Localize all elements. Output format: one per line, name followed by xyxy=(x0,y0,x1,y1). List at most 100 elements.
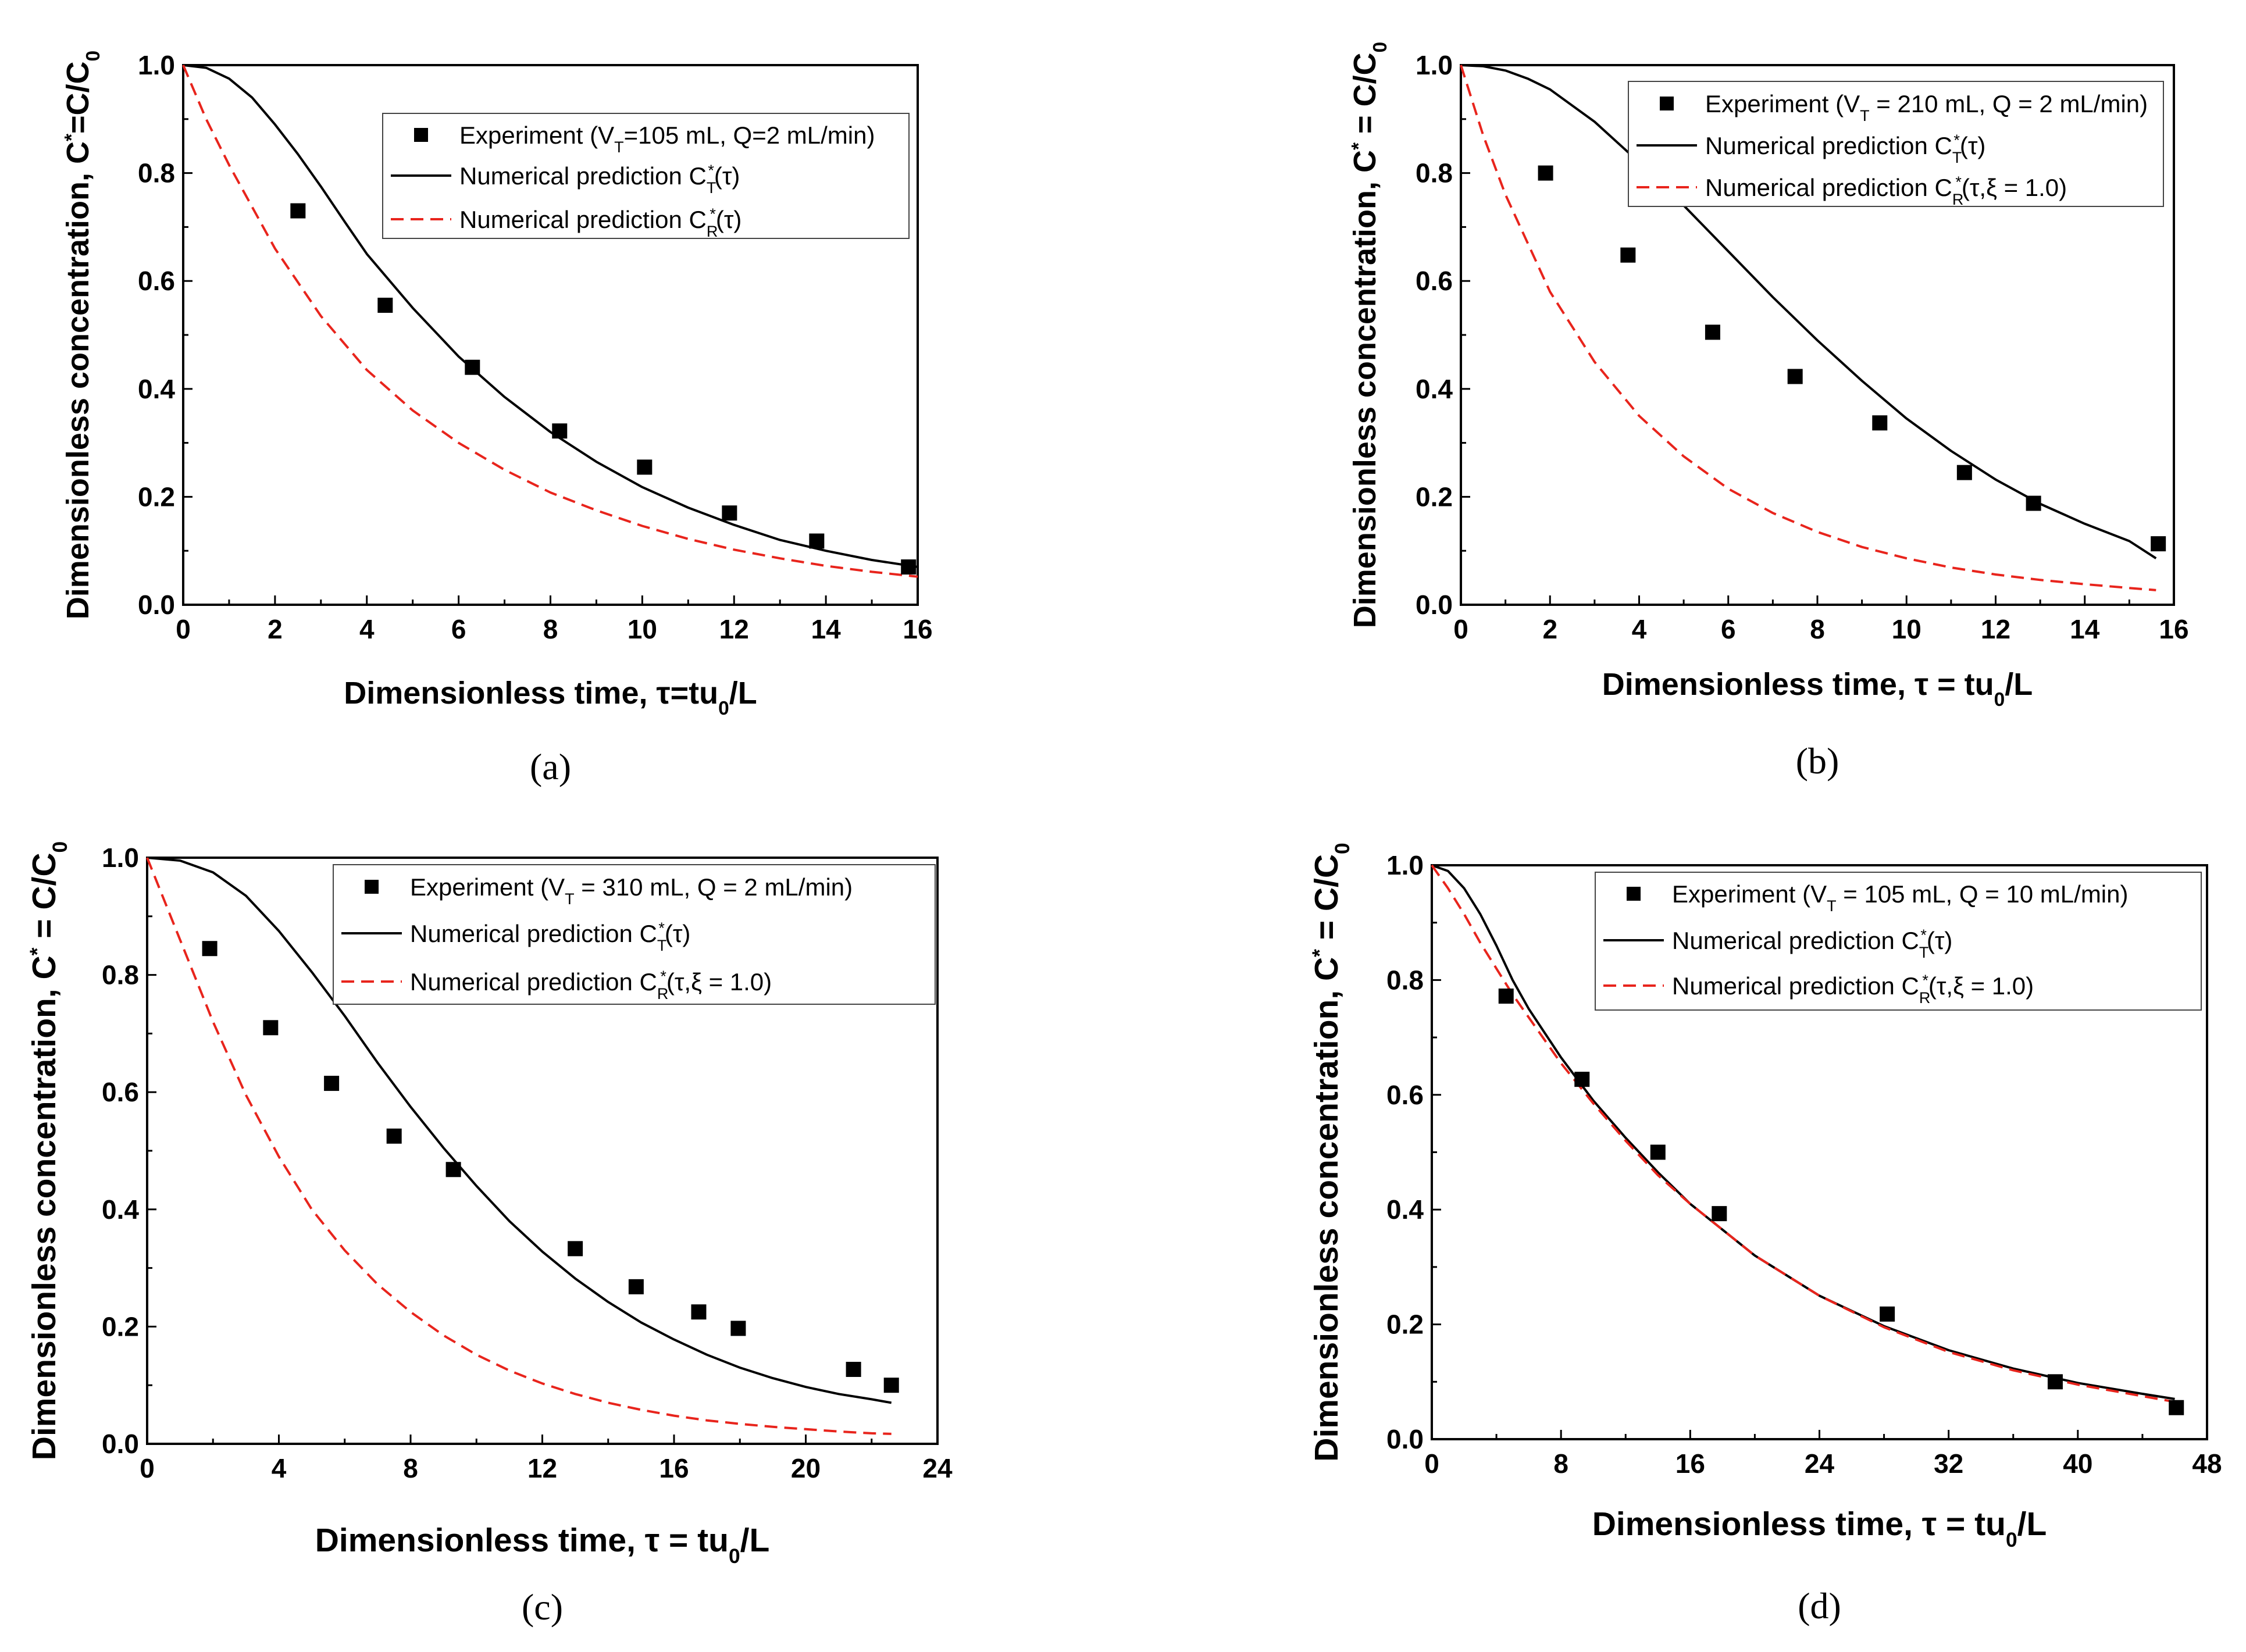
legend-text-main: Experiment (V xyxy=(459,122,614,149)
experiment-point xyxy=(1574,1072,1590,1087)
y-axis-label-sub: 0 xyxy=(1370,42,1391,53)
y-axis-label: Dimensionless concentration, C* = C/C0 xyxy=(1308,843,1354,1461)
y-axis-label-sup: * xyxy=(1348,142,1370,150)
y-tick-label: 0.4 xyxy=(102,1194,139,1225)
y-axis-label-main: Dimensionless concentration, C xyxy=(26,955,63,1460)
x-tick-label: 8 xyxy=(403,1453,418,1483)
experiment-point xyxy=(568,1241,583,1257)
x-tick-label: 6 xyxy=(451,614,466,644)
x-tick-label: 8 xyxy=(1810,614,1825,644)
experiment-point xyxy=(628,1279,644,1294)
legend-text-tail: = 310 mL, Q = 2 mL/min) xyxy=(575,873,853,901)
legend-text-sub: T xyxy=(1860,107,1870,124)
x-tick-label: 12 xyxy=(719,614,749,644)
x-axis-label: Dimensionless time, τ = tu0/L xyxy=(1602,667,2033,711)
y-axis-label-mid: = C/C xyxy=(1347,52,1382,142)
y-tick-label: 1.0 xyxy=(102,843,139,873)
y-axis-label-mid: =C/C xyxy=(60,61,95,134)
legend-text-sup: * xyxy=(1922,972,1928,989)
legend-entry-marker: Experiment (VT = 105 mL, Q = 10 mL/min) xyxy=(1672,880,2128,915)
x-tick-label: 8 xyxy=(543,614,558,644)
x-axis-label-sub: 0 xyxy=(729,1545,740,1568)
legend-text-tail: (τ) xyxy=(1960,132,1986,159)
y-tick-label: 0.4 xyxy=(138,374,175,404)
legend-text-sub: T xyxy=(1919,944,1929,961)
y-tick-label: 0.4 xyxy=(1386,1194,1424,1225)
x-axis-label-main: Dimensionless time, τ = tu xyxy=(1592,1505,2006,1543)
legend-text-sup: * xyxy=(660,968,666,985)
experiment-point xyxy=(1956,465,1972,480)
panel-label: (b) xyxy=(1796,740,1839,782)
y-tick-label: 0.0 xyxy=(1386,1424,1424,1454)
legend-text-sub: T xyxy=(614,138,624,156)
experiment-point xyxy=(552,423,568,439)
experiment-point xyxy=(2047,1374,2063,1390)
x-axis-label-main: Dimensionless time, τ = tu xyxy=(315,1522,729,1559)
legend-text-tail: =105 mL, Q=2 mL/min) xyxy=(624,122,875,149)
legend-entry-solid: Numerical prediction CT*(τ) xyxy=(459,162,740,197)
legend-entry-dashed: Numerical prediction CR*(τ) xyxy=(459,205,741,240)
legend-text-tail: (τ) xyxy=(665,920,691,947)
experiment-point xyxy=(1872,415,1888,431)
y-axis-label-main: Dimensionless concentration, C xyxy=(1347,150,1382,628)
x-axis-label-tail: /L xyxy=(729,676,757,711)
y-axis-label-sub: 0 xyxy=(1331,843,1354,854)
legend-entry-marker: Experiment (VT=105 mL, Q=2 mL/min) xyxy=(459,122,875,156)
y-axis-label-sub: 0 xyxy=(83,51,104,62)
y-tick-label: 1.0 xyxy=(1416,50,1453,80)
y-tick-label: 0.6 xyxy=(1386,1080,1424,1110)
x-tick-label: 16 xyxy=(659,1453,689,1483)
legend-entry-dashed: Numerical prediction CR*(τ,ξ = 1.0) xyxy=(410,968,772,1002)
legend-marker xyxy=(365,880,379,894)
experiment-point xyxy=(809,533,825,549)
legend-text-main: Experiment (V xyxy=(410,873,565,901)
x-tick-label: 12 xyxy=(527,1453,557,1483)
legend-entry-dashed: Numerical prediction CR*(τ,ξ = 1.0) xyxy=(1672,972,2034,1007)
y-axis-label-sup: * xyxy=(26,947,49,955)
x-tick-label: 14 xyxy=(811,614,842,644)
y-tick-label: 0.0 xyxy=(102,1429,139,1459)
legend-box xyxy=(333,864,936,1005)
experiment-point xyxy=(1538,165,1553,181)
legend-text-sub: R xyxy=(1919,989,1931,1007)
legend-text-main: Numerical prediction C xyxy=(459,206,707,233)
x-tick-label: 2 xyxy=(268,614,283,644)
legend-text-main: Numerical prediction C xyxy=(1672,927,1919,954)
prediction-T-line xyxy=(183,64,918,568)
y-axis-label-mid: = C/C xyxy=(1308,854,1345,949)
legend-box xyxy=(382,113,910,239)
x-tick-label: 32 xyxy=(1934,1448,1963,1479)
y-axis-label-sub: 0 xyxy=(49,841,72,853)
y-tick-label: 0.8 xyxy=(1416,158,1453,188)
legend-text-sub: T xyxy=(657,937,667,954)
y-tick-label: 1.0 xyxy=(138,50,175,80)
experiment-point xyxy=(263,1020,279,1036)
x-tick-label: 0 xyxy=(1453,614,1468,644)
legend-text-main: Numerical prediction C xyxy=(410,920,657,947)
experiment-point xyxy=(901,559,917,575)
experiment-point xyxy=(691,1304,707,1320)
experiment-point xyxy=(846,1361,861,1377)
prediction-R-line xyxy=(182,65,918,578)
legend-text-sub: T xyxy=(565,890,575,908)
experiment-point xyxy=(290,203,306,219)
x-tick-label: 24 xyxy=(922,1453,953,1483)
experiment-point xyxy=(1650,1144,1666,1160)
experiment-point xyxy=(722,505,737,521)
experiment-point xyxy=(377,297,393,313)
experiment-point xyxy=(1880,1306,1895,1322)
x-tick-label: 10 xyxy=(1892,614,1921,644)
chart-panel-d: 0 8 16 24 32 40 48 0.0 0.2 0.4 0.6 0.8 1.0 Dimensionl… xyxy=(1308,843,2222,1626)
legend-text-tail: (τ,ξ = 1.0) xyxy=(1962,174,2067,201)
legend-entry-solid: Numerical prediction CT*(τ) xyxy=(410,919,690,954)
y-tick-label: 0.0 xyxy=(1416,590,1453,620)
legend-marker xyxy=(1660,97,1674,110)
y-tick-label: 0.2 xyxy=(102,1311,139,1341)
x-axis-label: Dimensionless time, τ = tu0/L xyxy=(315,1522,770,1568)
experiment-point xyxy=(1498,989,1514,1004)
experiment-point xyxy=(2026,495,2041,511)
y-tick-label: 0.2 xyxy=(1386,1310,1424,1340)
x-axis-label-main: Dimensionless time, τ=tu xyxy=(344,676,718,711)
legend-text-sub: T xyxy=(1952,149,1962,166)
y-tick-label: 1.0 xyxy=(1386,850,1424,880)
